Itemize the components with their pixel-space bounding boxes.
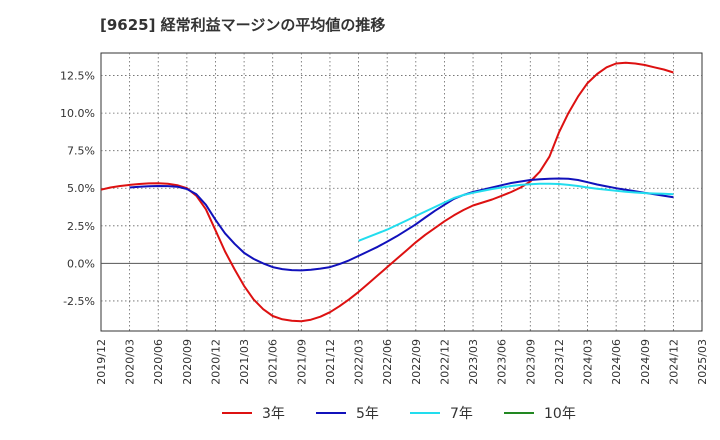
y-tick-label: 12.5% bbox=[60, 70, 95, 83]
legend-label: 7年 bbox=[450, 406, 473, 422]
x-tick-label: 2024/06 bbox=[610, 339, 623, 385]
y-tick-label: 2.5% bbox=[67, 220, 95, 233]
x-tick-label: 2022/09 bbox=[410, 339, 423, 385]
legend-label: 5年 bbox=[356, 406, 379, 422]
y-tick-label: 0.0% bbox=[67, 257, 95, 270]
x-tick-label: 2023/03 bbox=[467, 339, 480, 385]
x-tick-label: 2020/06 bbox=[152, 339, 165, 385]
chart-title: [9625] 経常利益マージンの平均値の推移 bbox=[100, 16, 385, 34]
plot-frame bbox=[100, 52, 703, 332]
legend: 3年 5年 7年 10年 bbox=[222, 406, 576, 422]
x-tick-label: 2021/09 bbox=[295, 339, 308, 385]
y-tick-label: 10.0% bbox=[60, 107, 95, 120]
x-tick-label: 2022/12 bbox=[438, 339, 451, 385]
x-tick-label: 2022/03 bbox=[353, 339, 366, 385]
x-tick-label: 2024/12 bbox=[667, 339, 680, 385]
plot-area: 2019/12 2020/03 2020/06 2020/09 2020/12 2021/… bbox=[60, 52, 709, 385]
x-tick-label: 2020/03 bbox=[124, 339, 137, 385]
x-tick-label: 2021/12 bbox=[324, 339, 337, 385]
x-tick-label: 2025/03 bbox=[696, 339, 709, 385]
legend-label: 10年 bbox=[544, 406, 576, 422]
x-tick-label: 2022/06 bbox=[381, 339, 394, 385]
x-tick-label: 2019/12 bbox=[95, 339, 108, 385]
x-tick-label: 2021/06 bbox=[267, 339, 280, 385]
y-tick-label: 7.5% bbox=[67, 145, 95, 158]
series-line-5年 bbox=[129, 177, 674, 272]
x-tick-label: 2020/09 bbox=[181, 339, 194, 385]
x-tick-label: 2020/12 bbox=[209, 339, 222, 385]
x-tick-label: 2024/09 bbox=[639, 339, 652, 385]
series-line-7年 bbox=[358, 182, 674, 242]
y-tick-label: -2.5% bbox=[63, 295, 95, 308]
legend-label: 3年 bbox=[262, 406, 285, 422]
x-tick-label: 2021/03 bbox=[238, 339, 251, 385]
x-tick-label: 2023/09 bbox=[524, 339, 537, 385]
series-line-3年 bbox=[100, 61, 674, 323]
x-tick-label: 2024/03 bbox=[582, 339, 595, 385]
x-tick-label: 2023/06 bbox=[496, 339, 509, 385]
x-tick-label: 2023/12 bbox=[553, 339, 566, 385]
y-tick-label: 5.0% bbox=[67, 182, 95, 195]
